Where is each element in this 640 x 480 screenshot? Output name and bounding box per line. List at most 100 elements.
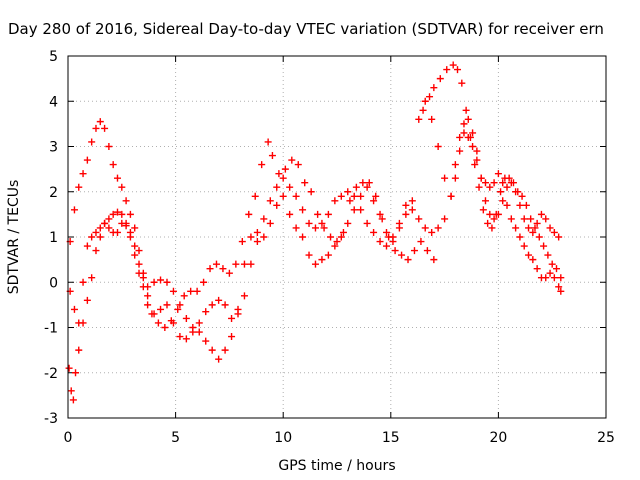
data-point	[557, 287, 565, 295]
data-point	[451, 161, 459, 169]
data-point	[314, 210, 322, 218]
data-point	[131, 242, 139, 250]
y-tick-label: 0	[49, 275, 58, 291]
data-point	[212, 260, 220, 268]
data-point	[221, 346, 229, 354]
data-point	[469, 129, 477, 137]
data-point	[486, 210, 494, 218]
data-point	[131, 224, 139, 232]
data-point	[126, 233, 134, 241]
data-point	[509, 179, 517, 187]
data-point	[537, 210, 545, 218]
data-point	[544, 251, 552, 259]
data-point	[352, 183, 360, 191]
data-point	[275, 170, 283, 178]
data-point	[221, 301, 229, 309]
data-point	[150, 310, 158, 318]
data-point	[113, 228, 121, 236]
y-tick-label: 4	[49, 94, 58, 110]
data-point	[67, 387, 75, 395]
data-point	[331, 197, 339, 205]
data-point	[516, 233, 524, 241]
data-point	[253, 228, 261, 236]
data-point	[105, 143, 113, 150]
data-point	[122, 197, 130, 205]
data-point	[253, 238, 261, 246]
data-point	[240, 292, 248, 300]
data-point	[195, 319, 203, 327]
data-point	[535, 233, 543, 241]
data-point	[320, 224, 328, 232]
tick-labels: 0 5 10 15 20 25 -3 -2 -1 0 1 2 3 4 5	[44, 49, 615, 446]
data-point	[391, 247, 399, 255]
data-point	[516, 201, 524, 209]
data-point	[109, 161, 117, 169]
y-tick-label: 1	[49, 230, 58, 246]
data-point	[245, 210, 253, 218]
data-point	[105, 224, 113, 232]
data-point	[449, 61, 457, 69]
data-point	[281, 165, 289, 173]
data-point	[428, 115, 436, 123]
data-point	[529, 256, 537, 264]
data-point	[301, 179, 309, 187]
data-point	[363, 219, 371, 227]
data-point	[486, 183, 494, 191]
series-4	[419, 61, 565, 282]
data-point	[88, 274, 96, 282]
data-point	[484, 219, 492, 227]
data-point	[113, 208, 121, 216]
data-point	[376, 238, 384, 246]
data-point	[139, 283, 147, 291]
x-axis-label: GPS time / hours	[278, 458, 395, 474]
data-point	[456, 133, 464, 141]
data-point	[182, 314, 190, 322]
chart-title: Day 280 of 2016, Sidereal Day-to-day VTE…	[8, 20, 604, 38]
data-point	[520, 242, 528, 250]
data-point	[88, 138, 96, 146]
data-point	[423, 247, 431, 255]
data-point	[473, 156, 481, 164]
data-point	[70, 206, 78, 214]
data-point	[92, 124, 100, 132]
data-point	[122, 222, 130, 230]
data-point	[503, 183, 511, 191]
data-point	[499, 179, 507, 187]
data-point	[370, 197, 378, 205]
data-point	[346, 197, 354, 205]
data-point	[101, 219, 109, 227]
data-point	[525, 251, 533, 259]
data-point	[202, 337, 210, 345]
data-point	[157, 276, 165, 284]
data-point	[135, 269, 143, 277]
data-point	[83, 156, 91, 164]
data-point	[195, 328, 203, 336]
data-point	[415, 115, 423, 123]
data-point	[531, 224, 539, 232]
data-point	[286, 183, 294, 191]
data-point	[525, 224, 533, 232]
data-point	[154, 319, 162, 327]
data-point	[337, 192, 345, 200]
data-point	[324, 210, 332, 218]
series-3	[65, 97, 565, 404]
data-point	[163, 278, 171, 286]
data-point	[410, 247, 418, 255]
data-point	[176, 333, 184, 341]
data-point	[505, 174, 513, 182]
data-point	[65, 364, 73, 372]
data-point	[540, 242, 548, 250]
data-points	[65, 61, 565, 404]
data-point	[126, 210, 134, 218]
data-point	[557, 274, 565, 282]
data-point	[408, 206, 416, 214]
y-axis-label: SDTVAR / TECUs	[6, 180, 22, 295]
data-point	[520, 215, 528, 223]
data-point	[118, 210, 126, 218]
data-point	[268, 152, 276, 160]
data-point	[497, 188, 505, 196]
data-point	[471, 161, 479, 169]
data-point	[434, 224, 442, 232]
data-point	[79, 278, 87, 286]
data-point	[307, 188, 315, 196]
